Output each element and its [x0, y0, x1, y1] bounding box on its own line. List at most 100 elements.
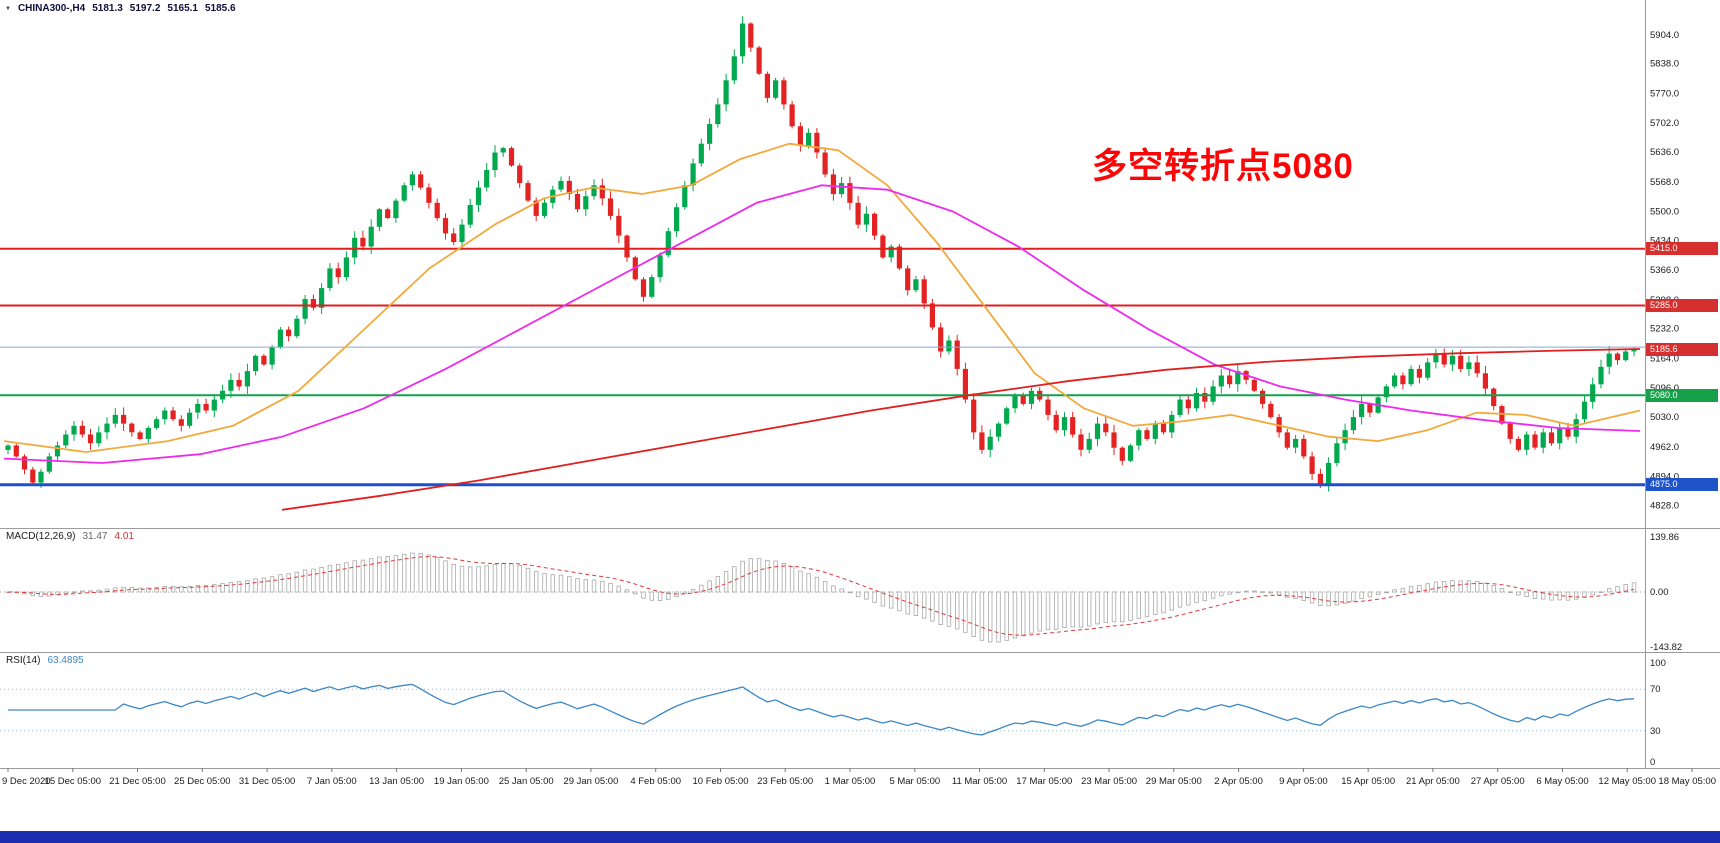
candle-body — [1524, 434, 1530, 450]
candle-body — [723, 80, 729, 105]
candle-body — [1532, 434, 1538, 448]
candle-body — [96, 432, 102, 444]
candle-body — [360, 237, 366, 247]
candle-body — [451, 233, 457, 243]
candle-body — [178, 419, 184, 426]
candle-body — [1581, 401, 1588, 420]
bottom-taskbar — [0, 831, 1720, 843]
macd-main-value: 31.47 — [82, 531, 108, 542]
candle-body — [624, 235, 630, 258]
candle-body — [962, 368, 968, 400]
symbol-name: CHINA300-,H4 — [17, 3, 86, 14]
candle-body — [145, 428, 151, 439]
candle-body — [525, 183, 531, 201]
candle-body — [1086, 438, 1092, 450]
macd-signal-value: 4.01 — [114, 531, 134, 542]
candle-body — [1136, 430, 1142, 446]
candle-body — [1326, 463, 1332, 485]
candle-body — [1160, 423, 1167, 433]
candle-body — [1350, 417, 1356, 431]
time-axis-label: 12 May 05:00 — [1598, 776, 1656, 787]
candle-body — [814, 132, 820, 153]
candle-body — [1268, 403, 1274, 417]
time-axis-label: 19 Jan 05:00 — [434, 776, 489, 787]
candle-body — [1193, 393, 1200, 409]
rsi-axis-label: 30 — [1650, 726, 1661, 737]
candle-body — [426, 187, 432, 203]
candle-body — [863, 213, 869, 225]
price-tick-label: 5164.0 — [1650, 354, 1679, 365]
candle-body — [1235, 371, 1241, 385]
candle-body — [38, 471, 44, 483]
rsi-axis-label: 100 — [1650, 658, 1666, 669]
price-tick-label: 5030.0 — [1650, 412, 1679, 423]
candle-body — [1359, 403, 1365, 417]
candle-body — [1334, 443, 1340, 463]
rsi-indicator-label: RSI(14) 63.4895 — [6, 655, 84, 666]
candle-body — [995, 423, 1002, 437]
candle-body — [21, 456, 28, 470]
candle-body — [1185, 399, 1191, 409]
candle-body — [1565, 428, 1571, 437]
candle-body — [319, 288, 325, 308]
candle-body — [5, 445, 11, 450]
candle-body — [492, 152, 498, 170]
candle-body — [1449, 355, 1455, 365]
chart-canvas[interactable]: 5904.0 5838.0 5770.0 5702.0 5636.0 5568.0 5500… — [0, 0, 1720, 800]
candle-body — [409, 174, 415, 186]
macd-axis-max: 139.86 — [1650, 532, 1679, 543]
candle-body — [79, 425, 85, 435]
candle-body — [541, 202, 548, 216]
candle-body — [764, 73, 770, 98]
candle-body — [558, 180, 564, 190]
candle-body — [1416, 368, 1422, 378]
price-badge-5080.0: 5080.0 — [1646, 389, 1718, 402]
candle-body — [690, 163, 696, 186]
candle-body — [1301, 438, 1307, 457]
candle-body — [1004, 408, 1010, 424]
candle-body — [946, 340, 952, 352]
candle-body — [657, 255, 663, 278]
candle-body — [195, 403, 201, 413]
price-badge-4875.0: 4875.0 — [1646, 478, 1718, 491]
candle-body — [1491, 388, 1497, 407]
axis-labels: 5904.0 5838.0 5770.0 5702.0 5636.0 5568.0 5500… — [2, 30, 1716, 787]
candle-body — [203, 403, 209, 411]
candle-body — [54, 445, 61, 457]
macd-axis-zero: 0.00 — [1650, 587, 1669, 598]
candle-body — [789, 104, 795, 127]
candle-body — [880, 235, 886, 258]
time-axis-label: 4 Feb 05:00 — [630, 776, 681, 787]
candle-body — [1028, 390, 1035, 404]
time-axis-label: 21 Dec 05:00 — [109, 776, 166, 787]
macd-name: MACD(12,26,9) — [6, 531, 76, 542]
candle-body — [310, 299, 316, 308]
candle-body — [517, 165, 523, 184]
candle-body — [1152, 423, 1158, 439]
macd-axis-min: -143.82 — [1650, 642, 1682, 653]
candle-body — [987, 436, 993, 450]
time-axis-label: 15 Apr 05:00 — [1341, 776, 1395, 787]
candle-body — [228, 379, 234, 391]
candle-body — [1392, 375, 1398, 387]
candle-body — [1293, 438, 1299, 448]
candle-body — [286, 329, 292, 337]
candle-body — [1169, 414, 1175, 433]
candle-body — [938, 327, 944, 352]
candle-body — [1408, 368, 1414, 385]
time-axis-label: 29 Mar 05:00 — [1146, 776, 1202, 787]
time-axis-label: 17 Mar 05:00 — [1016, 776, 1072, 787]
time-axis-label: 11 Mar 05:00 — [952, 776, 1007, 787]
candle-body — [434, 202, 440, 219]
candle-body — [1367, 403, 1373, 413]
candle-body — [162, 410, 168, 420]
time-axis-label: 5 Mar 05:00 — [889, 776, 940, 787]
candle-body — [1540, 432, 1546, 448]
candle-body — [971, 399, 977, 433]
time-axis-label: 15 Dec 05:00 — [45, 776, 102, 787]
candle-body — [665, 231, 671, 256]
candle-body — [830, 174, 836, 195]
candle-body — [418, 174, 424, 188]
candlesticks — [5, 16, 1637, 492]
candle-body — [1458, 355, 1464, 369]
